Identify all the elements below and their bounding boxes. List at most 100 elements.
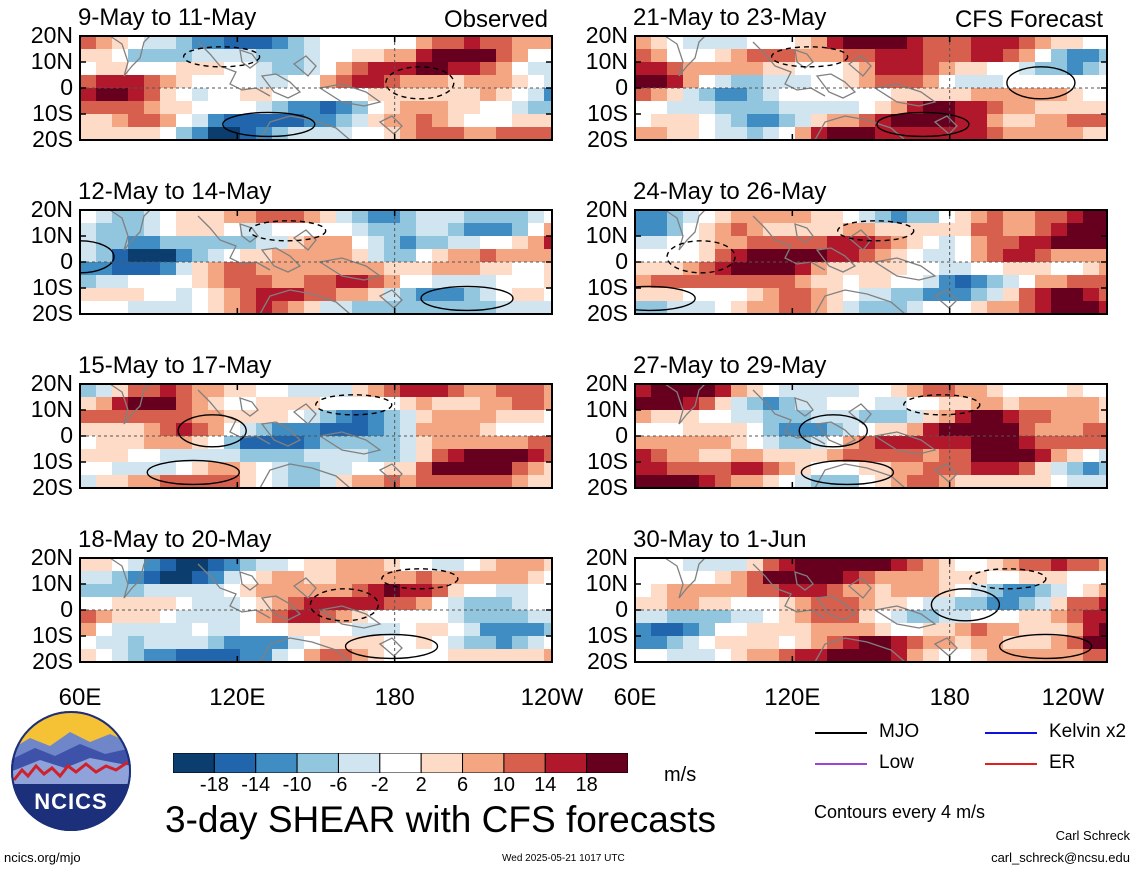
latitude-tick-label: 20N — [585, 370, 628, 396]
legend-label: MJO — [879, 721, 920, 742]
latitude-tick-label: 20S — [32, 126, 73, 152]
legend-line-swatch — [985, 763, 1037, 765]
colorbar-swatch — [296, 753, 339, 773]
longitude-tick-label: 120E — [764, 684, 821, 711]
latitude-tick-label: 20S — [32, 474, 73, 500]
colorbar-swatch — [379, 753, 422, 773]
colorbar-tick-label: -18 — [199, 774, 229, 796]
panel-date-range: 24-May to 26-May — [633, 178, 827, 205]
latitude-tick-label: 20N — [30, 370, 73, 396]
latitude-tick-label: 10S — [32, 622, 73, 648]
latitude-tick-label: 20S — [32, 300, 73, 326]
longitude-tick-label: 120W — [520, 684, 584, 711]
latitude-tick-label: 10S — [587, 448, 628, 474]
latitude-tick-label: 10N — [30, 396, 73, 422]
ncics-logo — [11, 711, 131, 831]
latitude-tick-label: 20N — [585, 196, 628, 222]
colorbar-tick-label: 2 — [415, 774, 427, 796]
panel-date-range: 12-May to 14-May — [78, 178, 272, 205]
latitude-tick-label: 10S — [587, 274, 628, 300]
main-title: 3-day SHEAR with CFS forecasts — [165, 799, 717, 840]
colorbar-swatch — [213, 753, 257, 773]
longitude-tick-label: 60E — [58, 684, 102, 711]
colorbar-swatch — [173, 753, 215, 773]
legend-label: Kelvin x2 — [1049, 721, 1127, 742]
shear-map-panel — [634, 383, 1108, 489]
latitude-tick-label: 0 — [60, 596, 73, 622]
latitude-tick-label: 0 — [60, 74, 73, 100]
shear-map-panel — [634, 35, 1108, 141]
colorbar-swatch — [586, 753, 628, 773]
colorbar — [173, 753, 628, 773]
shear-map-panel — [79, 557, 553, 663]
latitude-tick-label: 0 — [60, 422, 73, 448]
longitude-tick-label: 60E — [613, 684, 657, 711]
latitude-tick-label: 20S — [587, 648, 628, 674]
latitude-tick-label: 10S — [32, 448, 73, 474]
panel-date-range: 18-May to 20-May — [78, 526, 272, 553]
colorbar-tick-label: -6 — [329, 774, 348, 796]
colorbar-swatch — [544, 753, 588, 773]
latitude-tick-label: 10S — [32, 100, 73, 126]
shear-map-panel — [634, 209, 1108, 315]
latitude-tick-label: 10N — [30, 222, 73, 248]
latitude-tick-label: 10N — [585, 396, 628, 422]
legend-label: Low — [879, 752, 914, 773]
colorbar-tick-label: 14 — [534, 774, 557, 796]
latitude-tick-label: 20S — [32, 648, 73, 674]
latitude-tick-label: 20S — [587, 474, 628, 500]
latitude-tick-label: 20N — [585, 544, 628, 570]
colorbar-unit: m/s — [664, 764, 697, 786]
latitude-tick-label: 20N — [585, 22, 628, 48]
longitude-tick-label: 180 — [374, 684, 415, 711]
latitude-tick-label: 10N — [585, 48, 628, 74]
colorbar-tick-label: 18 — [575, 774, 598, 796]
panel-date-range: 27-May to 29-May — [633, 352, 827, 379]
shear-map-panel — [79, 35, 553, 141]
colorbar-swatch — [420, 753, 464, 773]
latitude-tick-label: 10N — [30, 48, 73, 74]
colorbar-tick-label: 10 — [492, 774, 516, 796]
latitude-tick-label: 0 — [615, 422, 628, 448]
colorbar-swatch — [462, 753, 505, 773]
latitude-tick-label: 0 — [615, 74, 628, 100]
colorbar-swatch — [255, 753, 298, 773]
latitude-tick-label: 10N — [30, 570, 73, 596]
latitude-tick-label: 10S — [587, 622, 628, 648]
panel-date-range: 21-May to 23-May — [633, 4, 827, 31]
logo-text: NCICS — [34, 789, 108, 814]
latitude-tick-label: 20N — [30, 196, 73, 222]
longitude-tick-label: 120E — [209, 684, 266, 711]
colorbar-tick-label: -2 — [370, 774, 389, 796]
colorbar-swatch — [503, 753, 546, 773]
latitude-tick-label: 10N — [585, 570, 628, 596]
timestamp: Wed 2025-05-21 1017 UTC — [502, 853, 625, 864]
longitude-tick-label: 120W — [1041, 684, 1105, 711]
colorbar-tick-label: -10 — [282, 774, 312, 796]
email[interactable]: carl_schreck@ncsu.edu — [991, 850, 1130, 865]
colorbar-tick-label: -14 — [241, 774, 271, 796]
latitude-tick-label: 10S — [32, 274, 73, 300]
shear-map-panel — [634, 557, 1108, 663]
colorbar-swatch — [337, 753, 381, 773]
latitude-tick-label: 20N — [30, 544, 73, 570]
contour-note: Contours every 4 m/s — [814, 802, 986, 822]
shear-map-panel — [79, 383, 553, 489]
panel-source-label: Observed — [443, 6, 548, 33]
legend-line-swatch — [985, 732, 1037, 734]
longitude-tick-label: 180 — [929, 684, 970, 711]
legend-line-swatch — [815, 732, 867, 734]
latitude-tick-label: 10N — [585, 222, 628, 248]
latitude-tick-label: 0 — [615, 596, 628, 622]
latitude-tick-label: 0 — [615, 248, 628, 274]
panel-source-label: CFS Forecast — [954, 6, 1103, 33]
colorbar-tick-label: 6 — [456, 774, 469, 796]
shear-map-panel — [79, 209, 553, 315]
latitude-tick-label: 20S — [587, 300, 628, 326]
panel-date-range: 9-May to 11-May — [78, 4, 257, 31]
url-text[interactable]: ncics.org/mjo — [4, 850, 81, 865]
latitude-tick-label: 0 — [60, 248, 73, 274]
panel-date-range: 30-May to 1-Jun — [633, 526, 807, 553]
latitude-tick-label: 10S — [587, 100, 628, 126]
latitude-tick-label: 20N — [30, 22, 73, 48]
